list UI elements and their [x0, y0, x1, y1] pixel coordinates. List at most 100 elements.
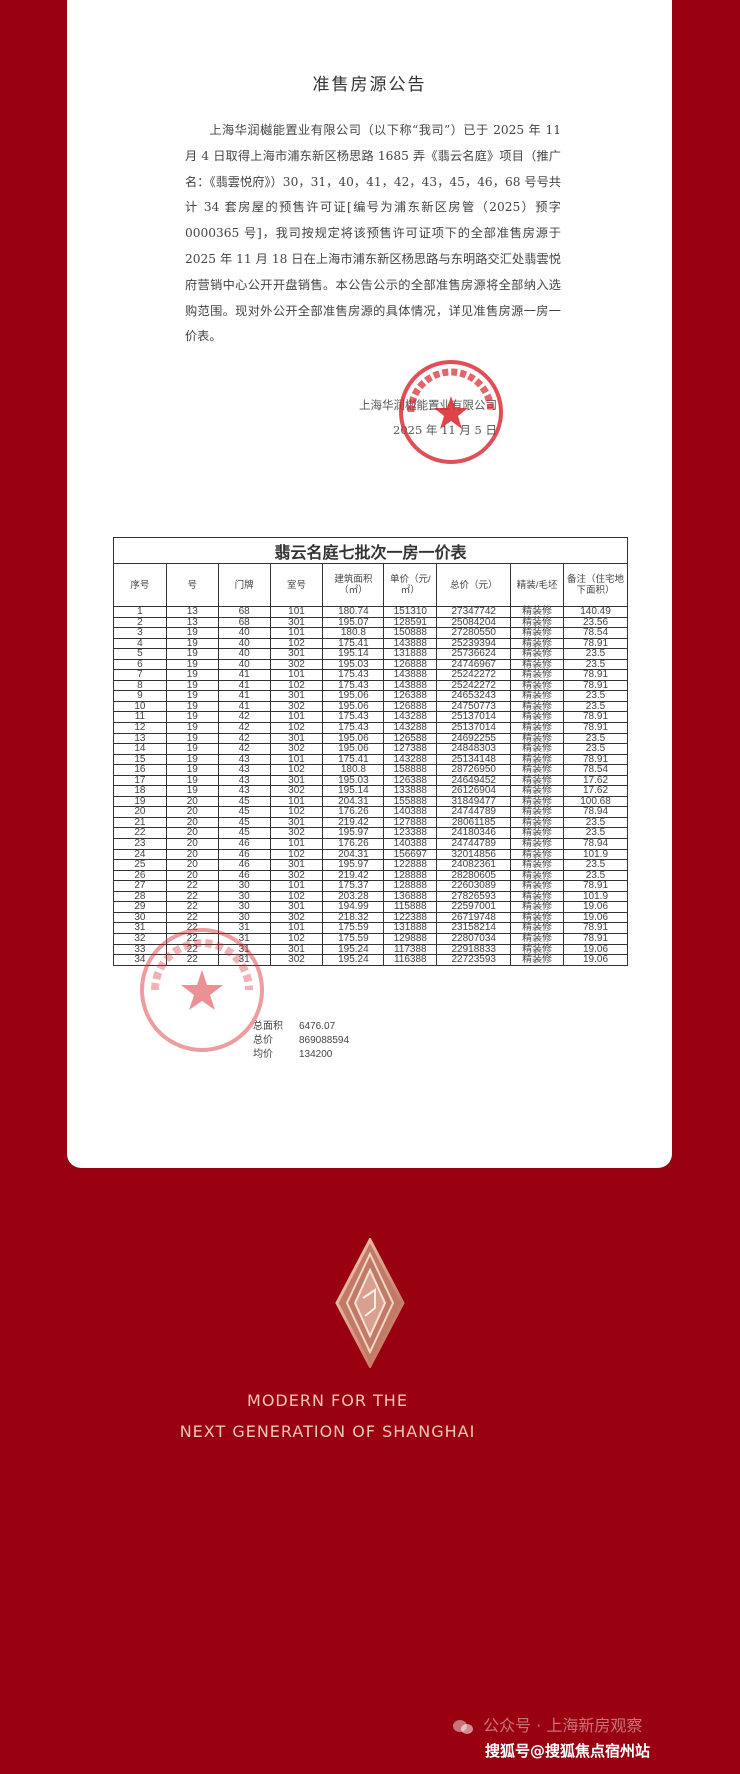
table-cell: 143888	[383, 637, 438, 650]
table-cell: 128888	[383, 880, 438, 892]
table-cell: 126888	[383, 658, 438, 671]
table-cell: 102	[269, 806, 324, 818]
table-cell: 32	[113, 932, 167, 945]
table-cell: 3	[113, 627, 167, 639]
table-cell: 101.9	[563, 890, 628, 903]
table-row: 7 19 41 101 175.43 143888 25242272 精装修 78.91	[113, 669, 628, 681]
table-cell: 129888	[383, 932, 438, 945]
table-cell: 26126904	[436, 785, 512, 797]
table-cell: 68	[217, 616, 271, 629]
table-cell: 175.43	[322, 679, 385, 692]
table-cell: 25084204	[436, 616, 512, 629]
table-row: 24 20 46 102 204.31 156697 32014856 精装修 101.9	[113, 848, 628, 861]
table-cell: 13	[165, 616, 219, 629]
total-area-value: 6476.07	[299, 1021, 336, 1032]
table-row: 32 22 31 102 175.59 129888 22807034 精装修 78.91	[113, 932, 628, 945]
signature-company: 上海华润樾能置业有限公司	[359, 398, 497, 412]
table-cell: 101	[269, 838, 324, 850]
table-cell: 102	[269, 932, 324, 945]
table-cell: 41	[217, 669, 271, 681]
table-row: 10 19 41 302 195.06 126888 24750773 精装修 23.5	[113, 700, 628, 713]
table-cell: 5	[113, 648, 167, 660]
table-cell: 195.14	[322, 785, 385, 797]
table-cell: 219.42	[322, 869, 385, 882]
table-cell: 43	[217, 774, 271, 787]
average-price-value: 134200	[299, 1049, 333, 1060]
table-cell: 101	[269, 880, 324, 892]
table-cell: 精装修	[510, 785, 565, 797]
table-cell: 28	[113, 890, 167, 903]
table-cell: 17.62	[563, 774, 628, 787]
table-cell: 精装修	[510, 943, 565, 956]
table-cell: 78.91	[563, 932, 628, 945]
table-cell: 19	[165, 669, 219, 681]
table-cell: 78.91	[563, 922, 628, 934]
table-cell: 122888	[383, 859, 438, 871]
table-cell: 19	[113, 795, 167, 808]
table-cell: 19.06	[563, 943, 628, 956]
table-cell: 34	[113, 954, 167, 966]
table-cell: 精装修	[510, 932, 565, 945]
table-cell: 301	[269, 901, 324, 913]
table-title: 翡云名庭七批次一房一价表	[113, 537, 628, 564]
table-cell: 22	[165, 943, 219, 956]
table-cell: 20	[165, 816, 219, 829]
table-cell: 126588	[383, 732, 438, 745]
table-cell: 115888	[383, 901, 438, 913]
table-cell: 42	[217, 711, 271, 723]
table-cell: 41	[217, 690, 271, 702]
table-cell: 46	[217, 848, 271, 861]
table-cell: 31849477	[436, 795, 512, 808]
table-cell: 25	[113, 859, 167, 871]
table-cell: 19	[165, 774, 219, 787]
table-cell: 精装修	[510, 922, 565, 934]
table-cell: 19	[165, 658, 219, 671]
table-cell: 精装修	[510, 648, 565, 660]
table-cell: 78.91	[563, 880, 628, 892]
column-header: 精装/毛坯	[510, 563, 565, 607]
table-cell: 204.31	[322, 848, 385, 861]
table-cell: 精装修	[510, 901, 565, 913]
table-cell: 23.56	[563, 616, 628, 629]
table-header-row: 序号号门牌 室号 建筑面积（㎡） 单价（元/㎡） 总价（元） 精装/毛坯 备注（住宅地下面积…	[113, 563, 628, 607]
table-cell: 195.24	[322, 954, 385, 966]
table-cell: 302	[269, 911, 324, 924]
total-price-label: 总价	[253, 1035, 273, 1046]
table-cell: 195.03	[322, 658, 385, 671]
table-cell: 45	[217, 827, 271, 840]
table-cell: 42	[217, 722, 271, 734]
table-cell: 31	[217, 932, 271, 945]
table-row: 9 19 41 301 195.06 126388 24653243 精装修 23.5	[113, 690, 628, 702]
table-cell: 25137014	[436, 722, 512, 734]
sohu-watermark: 搜狐号@搜狐焦点宿州站	[485, 1742, 651, 1760]
totals-block: 总面积 6476.07 总价 869088594 均价 134200	[253, 1020, 349, 1062]
table-cell: 78.91	[563, 722, 628, 734]
table-cell: 102	[269, 637, 324, 650]
notice-card: 准售房源公告 上海华润樾能置业有限公司（以下称“我司”）已于 2025 年 11…	[67, 0, 672, 1168]
table-cell: 40	[217, 658, 271, 671]
table-cell: 23.5	[563, 859, 628, 871]
table-cell: 9	[113, 690, 167, 702]
total-area-label: 总面积	[253, 1021, 283, 1032]
column-header: 单价（元/㎡）	[383, 563, 438, 607]
table-cell: 32014856	[436, 848, 512, 861]
table-cell: 24746967	[436, 658, 512, 671]
table-cell: 175.59	[322, 922, 385, 934]
table-cell: 22	[165, 922, 219, 934]
table-cell: 16	[113, 764, 167, 776]
table-cell: 301	[269, 690, 324, 702]
table-cell: 100.68	[563, 795, 628, 808]
table-cell: 117388	[383, 943, 438, 956]
column-header: 备注（住宅地下面积）	[563, 563, 628, 607]
table-cell: 78.54	[563, 627, 628, 639]
table-row: 27 22 30 101 175.37 128888 22603089 精装修 78.91	[113, 880, 628, 892]
table-row: 2 13 68 301 195.07 128591 25084204 精装修 23.56	[113, 616, 628, 629]
table-cell: 14	[113, 743, 167, 755]
table-cell: 22	[165, 954, 219, 966]
table-row: 31 22 31 101 175.59 131888 23158214 精装修 78.91	[113, 922, 628, 934]
table-cell: 42	[217, 743, 271, 755]
table-row: 4 19 40 102 175.41 143888 25239394 精装修 78.91	[113, 637, 628, 650]
table-cell: 102	[269, 764, 324, 776]
table-cell: 19	[165, 785, 219, 797]
table-cell: 195.06	[322, 700, 385, 713]
